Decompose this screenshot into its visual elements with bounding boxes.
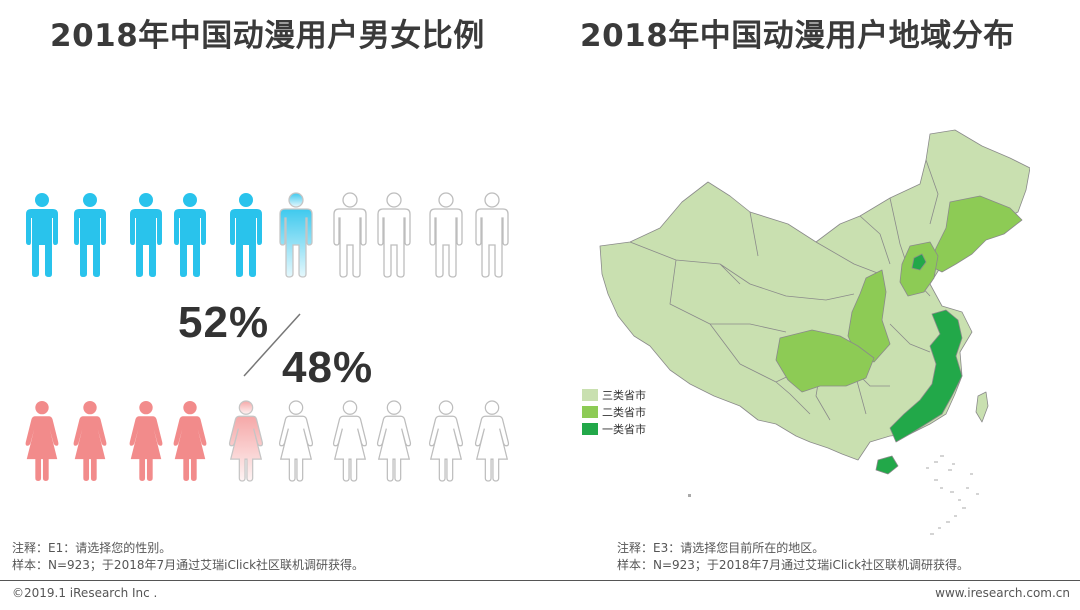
male-icon-filled xyxy=(26,193,58,277)
legend-swatch-tier2 xyxy=(582,406,598,418)
legend-item-tier3: 三类省市 xyxy=(582,388,646,402)
male-icon-empty xyxy=(377,192,411,278)
male-icon-filled xyxy=(174,193,206,277)
female-icon-empty xyxy=(332,400,368,482)
female-icon-empty xyxy=(428,400,464,482)
female-icon-partial xyxy=(228,400,264,482)
map-heilongjiang-jilin-liaoning xyxy=(929,195,1023,273)
map-beijing xyxy=(911,253,927,271)
website-text: www.iresearch.com.cn xyxy=(935,586,1070,600)
gender-chart-title: 2018年中国动漫用户男女比例 xyxy=(50,18,485,54)
female-icon-filled xyxy=(173,400,207,482)
gender-note-sample: 样本：N=923；于2018年7月通过艾瑞iClick社区联机调研获得。 xyxy=(12,558,365,572)
island-dot xyxy=(688,494,691,497)
gender-chart-note: 注释：E1：请选择您的性别。 样本：N=923；于2018年7月通过艾瑞iCli… xyxy=(12,540,364,574)
male-icon-empty xyxy=(429,192,463,278)
ratio-divider-line xyxy=(243,313,301,377)
female-percentage: 48% xyxy=(282,343,374,392)
legend-swatch-tier1 xyxy=(582,423,598,435)
gender-note-question: 注释：E1：请选择您的性别。 xyxy=(12,541,172,555)
female-icon-filled xyxy=(73,400,107,482)
legend-label-tier3: 三类省市 xyxy=(602,389,646,402)
male-icon-filled xyxy=(74,193,106,277)
female-icon-filled xyxy=(25,400,59,482)
legend-label-tier1: 一类省市 xyxy=(602,423,646,436)
south-china-sea-islands xyxy=(926,455,979,535)
female-icon-filled xyxy=(129,400,163,482)
china-map xyxy=(599,129,1030,535)
male-icon-partial xyxy=(279,192,313,278)
map-east-coast xyxy=(889,309,963,443)
region-note-question: 注释：E3：请选择您目前所在的地区。 xyxy=(617,541,825,555)
legend-item-tier2: 二类省市 xyxy=(582,405,646,419)
female-icon-empty xyxy=(474,400,510,482)
map-hainan xyxy=(875,455,899,475)
legend-item-tier1: 一类省市 xyxy=(582,422,646,436)
region-chart-title: 2018年中国动漫用户地域分布 xyxy=(580,18,1015,54)
map-base-tier3 xyxy=(599,129,1030,461)
footer-divider xyxy=(0,580,1080,581)
region-note-sample: 样本：N=923；于2018年7月通过艾瑞iClick社区联机调研获得。 xyxy=(617,558,970,572)
male-icon-filled xyxy=(230,193,262,277)
male-icon-empty xyxy=(475,192,509,278)
male-icon-filled xyxy=(130,193,162,277)
male-icon-empty xyxy=(333,192,367,278)
gender-pictogram xyxy=(25,192,510,482)
male-percentage: 52% xyxy=(178,298,270,347)
map-taiwan xyxy=(975,391,989,423)
legend-swatch-tier3 xyxy=(582,389,598,401)
female-icon-empty xyxy=(278,400,314,482)
map-sichuan-chongqing xyxy=(775,329,875,393)
region-chart-note: 注释：E3：请选择您目前所在的地区。 样本：N=923；于2018年7月通过艾瑞… xyxy=(617,540,969,574)
legend-label-tier2: 二类省市 xyxy=(602,406,646,419)
female-icon-empty xyxy=(376,400,412,482)
copyright-text: ©2019.1 iResearch Inc . xyxy=(12,586,158,600)
map-shaanxi-shanxi xyxy=(847,269,891,363)
